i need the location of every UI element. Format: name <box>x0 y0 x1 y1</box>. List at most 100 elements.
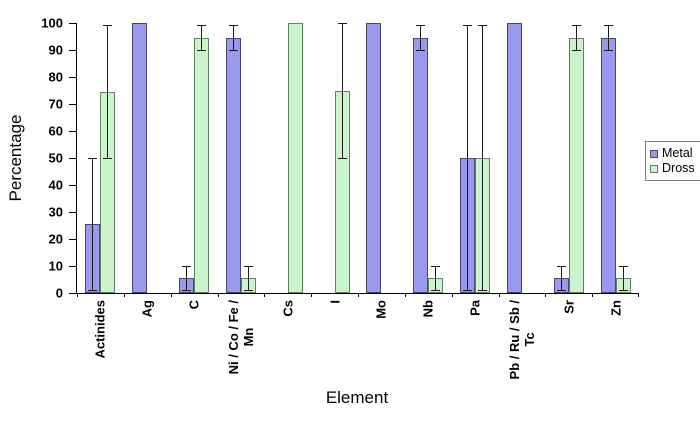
bar-metal-1 <box>132 23 148 293</box>
legend-label-metal: Metal <box>662 146 693 160</box>
y-tick-90 <box>69 49 76 51</box>
error-bar-dross-11 <box>622 266 624 291</box>
error-cap-metal-11-high <box>603 25 613 27</box>
error-bar-dross-0 <box>107 25 109 158</box>
y-tick-0 <box>69 292 76 294</box>
error-bar-metal-3 <box>232 25 234 50</box>
x-category-label-4: Cs <box>280 300 296 317</box>
error-cap-metal-2-low <box>182 289 192 291</box>
x-category-label-1: Ag <box>139 300 155 318</box>
bar-dross-10 <box>568 37 584 293</box>
y-tick-10 <box>69 265 76 267</box>
error-cap-metal-2-high <box>182 265 192 267</box>
y-axis-title: Percentage <box>6 114 25 202</box>
error-bar-dross-7 <box>435 266 437 291</box>
error-cap-metal-7-high <box>416 25 426 27</box>
error-bar-dross-8 <box>482 25 484 291</box>
legend-item-metal: Metal <box>650 146 695 161</box>
legend-label-dross: Dross <box>662 161 695 175</box>
x-tick-3 <box>217 293 219 297</box>
error-cap-dross-0-low <box>103 157 113 159</box>
error-cap-metal-7-low <box>416 49 426 51</box>
x-tick-11 <box>592 293 594 297</box>
y-tick-100 <box>69 22 76 24</box>
error-cap-metal-10-high <box>556 265 566 267</box>
bar-metal-9 <box>506 23 522 293</box>
error-bar-dross-3 <box>247 266 249 291</box>
error-cap-dross-11-low <box>618 289 628 291</box>
plot-area: 0 10 20 30 40 50 60 70 80 90 100 Actinides Ag C Ni / C… <box>41 17 639 379</box>
error-cap-metal-8-high <box>463 25 473 27</box>
x-tick-10 <box>545 293 547 297</box>
y-tick-60 <box>69 130 76 132</box>
y-tick-label-70: 70 <box>48 96 63 112</box>
y-tick-label-50: 50 <box>48 150 63 166</box>
y-tick-40 <box>69 184 76 186</box>
error-cap-metal-3-high <box>228 25 238 27</box>
x-tick-6 <box>358 293 359 297</box>
bar-metal-7 <box>413 37 429 293</box>
error-bar-metal-2 <box>186 266 188 291</box>
error-cap-dross-5-high <box>337 22 347 24</box>
x-tick-0 <box>77 293 78 297</box>
x-category-label-9: Pb / Ru / Sb / Tc <box>506 300 537 380</box>
bar-metal-3 <box>225 37 241 293</box>
x-tick-9 <box>498 293 500 297</box>
error-bar-metal-8 <box>467 25 469 291</box>
y-tick-label-90: 90 <box>48 42 63 58</box>
error-cap-dross-10-low <box>571 49 581 51</box>
error-cap-dross-7-low <box>431 289 441 291</box>
error-cap-dross-3-high <box>243 265 253 267</box>
y-tick-label-80: 80 <box>48 69 63 85</box>
error-cap-metal-3-low <box>228 49 238 51</box>
x-category-label-7: Nb <box>420 300 436 318</box>
y-tick-50 <box>69 157 76 159</box>
y-tick-70 <box>69 103 76 105</box>
error-cap-dross-3-low <box>243 289 253 291</box>
bar-dross-2 <box>194 37 210 293</box>
legend: Metal Dross <box>645 141 700 181</box>
error-cap-dross-8-high <box>478 25 488 27</box>
error-cap-dross-7-high <box>431 265 441 267</box>
legend-item-dross: Dross <box>650 161 695 176</box>
y-tick-label-20: 20 <box>48 231 63 247</box>
error-cap-dross-2-low <box>197 49 207 51</box>
legend-swatch-metal <box>650 149 658 158</box>
bar-dross-4 <box>287 23 303 293</box>
y-tick-80 <box>69 76 76 78</box>
error-cap-dross-10-high <box>571 25 581 27</box>
y-tick-label-60: 60 <box>48 123 63 139</box>
x-tick-8 <box>451 293 453 297</box>
error-cap-dross-2-high <box>197 25 207 27</box>
error-bar-dross-10 <box>575 25 577 50</box>
error-cap-metal-11-low <box>603 49 613 51</box>
x-tick-4 <box>264 293 266 297</box>
y-tick-label-0: 0 <box>55 285 63 301</box>
error-bar-metal-10 <box>560 266 562 291</box>
x-tick-2 <box>170 293 172 297</box>
bar-metal-11 <box>600 37 616 293</box>
y-tick-30 <box>69 211 76 213</box>
error-cap-dross-5-low <box>337 157 347 159</box>
error-cap-dross-11-high <box>618 265 628 267</box>
error-bar-dross-5 <box>341 23 343 158</box>
y-tick-label-10: 10 <box>48 258 63 274</box>
x-category-label-10: Sr <box>561 300 577 314</box>
x-tick-5 <box>311 293 313 297</box>
x-category-label-0: Actinides <box>92 300 108 359</box>
x-category-label-6: Mo <box>373 300 389 319</box>
x-category-label-5: I <box>327 300 343 304</box>
error-bar-dross-2 <box>201 25 203 50</box>
error-cap-dross-8-low <box>478 289 488 291</box>
x-tick-1 <box>123 293 125 297</box>
y-tick-label-40: 40 <box>48 177 63 193</box>
error-cap-metal-10-low <box>556 289 566 291</box>
error-bar-metal-0 <box>92 158 94 291</box>
error-cap-metal-8-low <box>463 289 473 291</box>
x-axis-title: Element <box>325 388 389 407</box>
x-category-label-8: Pa <box>467 300 483 316</box>
error-cap-metal-0-high <box>88 157 98 159</box>
y-tick-label-30: 30 <box>48 204 63 220</box>
error-cap-metal-0-low <box>88 289 98 291</box>
